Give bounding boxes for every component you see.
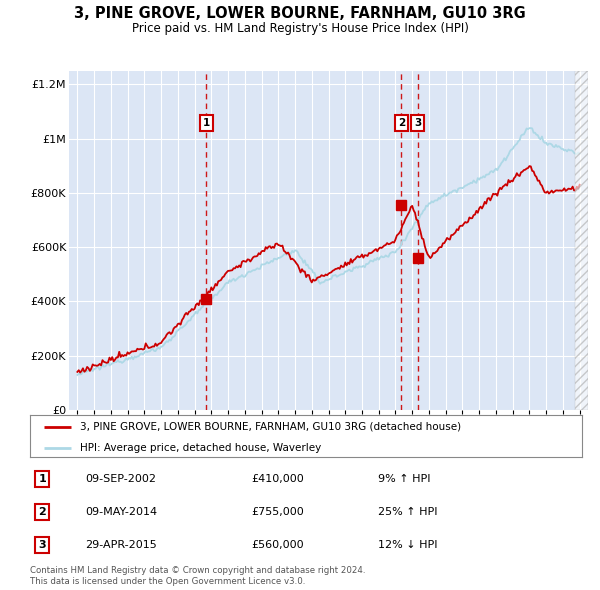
Text: 9% ↑ HPI: 9% ↑ HPI [378,474,430,484]
Text: 29-APR-2015: 29-APR-2015 [85,540,157,550]
Text: £410,000: £410,000 [251,474,304,484]
Text: 2: 2 [38,507,46,517]
Text: 3, PINE GROVE, LOWER BOURNE, FARNHAM, GU10 3RG (detached house): 3, PINE GROVE, LOWER BOURNE, FARNHAM, GU… [80,422,461,432]
Text: Contains HM Land Registry data © Crown copyright and database right 2024.: Contains HM Land Registry data © Crown c… [30,566,365,575]
Text: Price paid vs. HM Land Registry's House Price Index (HPI): Price paid vs. HM Land Registry's House … [131,22,469,35]
Text: HPI: Average price, detached house, Waverley: HPI: Average price, detached house, Wave… [80,443,321,453]
Text: 25% ↑ HPI: 25% ↑ HPI [378,507,437,517]
Text: 09-SEP-2002: 09-SEP-2002 [85,474,156,484]
Text: £560,000: £560,000 [251,540,304,550]
Text: 09-MAY-2014: 09-MAY-2014 [85,507,157,517]
Text: 3, PINE GROVE, LOWER BOURNE, FARNHAM, GU10 3RG: 3, PINE GROVE, LOWER BOURNE, FARNHAM, GU… [74,6,526,21]
Text: 12% ↓ HPI: 12% ↓ HPI [378,540,437,550]
Text: 2: 2 [398,119,405,129]
Text: 1: 1 [202,119,210,129]
Text: 1: 1 [38,474,46,484]
Text: This data is licensed under the Open Government Licence v3.0.: This data is licensed under the Open Gov… [30,577,305,586]
Text: 3: 3 [38,540,46,550]
Text: 3: 3 [414,119,421,129]
Text: £755,000: £755,000 [251,507,304,517]
